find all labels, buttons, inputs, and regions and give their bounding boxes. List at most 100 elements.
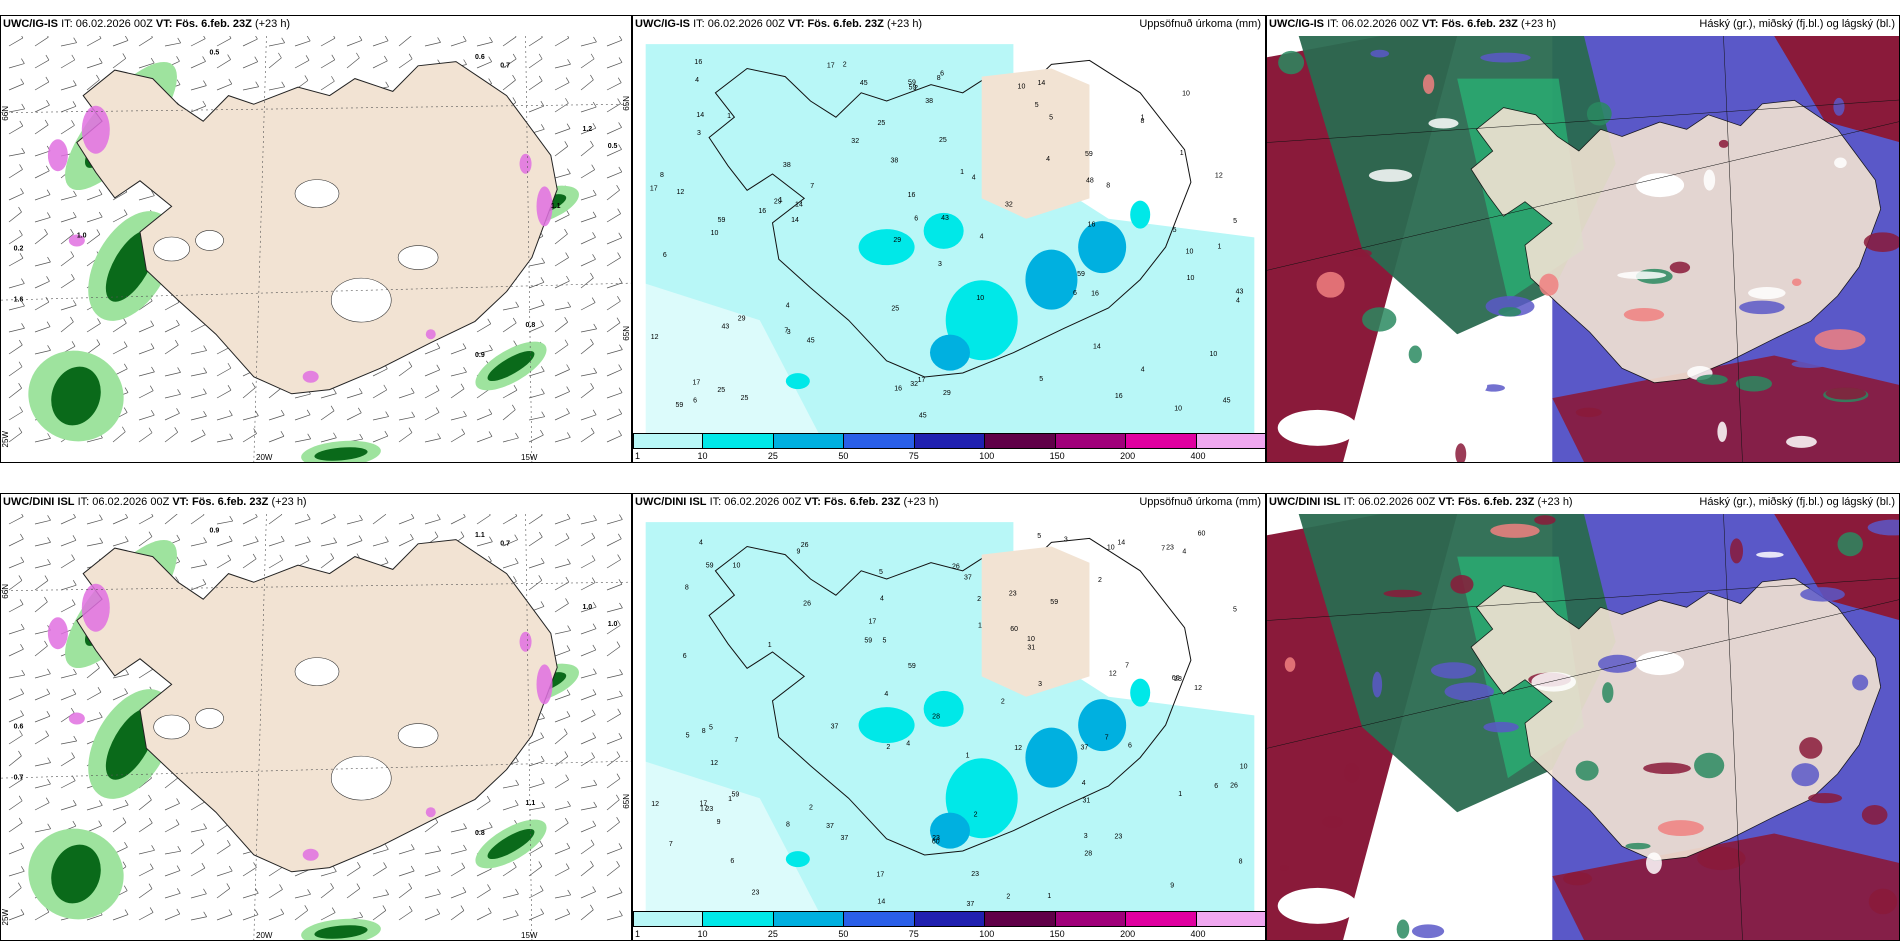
precip-value: 6 <box>683 653 687 660</box>
precip-value: 5 <box>1039 376 1043 383</box>
cloud-patch <box>1343 762 1360 783</box>
snow-accum <box>302 370 319 383</box>
cloud-patch <box>1483 721 1519 733</box>
glacier <box>330 277 392 323</box>
lat-label: 66N <box>1 106 10 121</box>
cloud-patch <box>1422 74 1435 94</box>
panel-clouds-dini: UWC/DINI ISL IT: 06.02.2026 00Z VT: Fös.… <box>1266 493 1900 941</box>
cloud-patch <box>1791 763 1820 787</box>
cloud-patch <box>1718 139 1729 148</box>
precip-value: 9 <box>1170 883 1174 890</box>
precip-value: 1 <box>1178 791 1182 798</box>
precip-value: 28 <box>932 714 940 721</box>
cloud-patch <box>1852 674 1869 691</box>
cloud-patch <box>1563 871 1593 886</box>
colorbar-tick-label: 1 <box>635 451 641 461</box>
mid-cloud-band <box>1552 355 1899 462</box>
cloud-patch <box>1791 278 1802 286</box>
snow-band-core <box>487 828 535 860</box>
snow-accum <box>519 153 532 174</box>
cloud-patch <box>1602 682 1614 703</box>
colorbar-tick-label: 50 <box>838 451 849 461</box>
precip-value: 59 <box>909 85 917 92</box>
cloud-patch <box>1669 261 1691 274</box>
precip-value: 16 <box>694 59 702 66</box>
precip-value: 25 <box>878 120 886 127</box>
colorbar-tick-label: 25 <box>767 451 778 461</box>
colorbar-tick-label: 25 <box>767 929 778 939</box>
colorbar-tick-label: 75 <box>908 451 919 461</box>
colorbar-segment <box>914 911 986 927</box>
cloud-patch <box>1868 888 1898 915</box>
clear-sky <box>1427 849 1488 878</box>
precip-value: 2 <box>974 811 978 818</box>
precip-value: 32 <box>1005 201 1013 208</box>
colorbar-segment <box>844 433 915 449</box>
precip-value: 45 <box>860 80 868 87</box>
precip-value: 6 <box>663 252 667 259</box>
precip-value: 2 <box>914 85 918 92</box>
lon-label: 20W <box>256 931 273 940</box>
precip-value: 60 <box>932 839 940 846</box>
colorbar-segment <box>985 911 1056 927</box>
cloud-patch <box>1444 682 1494 701</box>
precip-blob <box>923 212 964 249</box>
panel-title: Uppsöfnuð úrkoma (mm) <box>1139 496 1261 508</box>
colorbar-segment <box>1055 433 1127 449</box>
precip-value: 7 <box>1105 734 1109 741</box>
precip-value: 4 <box>906 740 910 747</box>
precip-value: 4 <box>980 233 984 240</box>
precip-value: 7 <box>734 737 738 744</box>
precip-value: 37 <box>831 723 839 730</box>
precip-value: 28 <box>1174 676 1182 683</box>
precip-value: 3 <box>1064 536 1068 543</box>
precip-value: 1 <box>1047 893 1051 900</box>
colorbar-segment <box>703 433 774 449</box>
snow-accum <box>536 664 553 705</box>
lat-label: 66N <box>1 584 10 599</box>
precip-value: 16 <box>1088 222 1096 229</box>
colorbar-segment <box>1126 433 1197 449</box>
clear-sky <box>1636 651 1685 676</box>
snow-value-label: 1.1 <box>551 203 561 210</box>
precip-value: 12 <box>710 760 718 767</box>
precip-value: 6 <box>693 397 697 404</box>
precip-value: 43 <box>1236 289 1244 296</box>
colorbar-tick-label: 50 <box>838 929 849 939</box>
snow-accum <box>68 712 85 725</box>
precip-blob <box>1078 699 1127 752</box>
cloud-patch <box>1485 296 1535 317</box>
precip-map: 3737937236210592812125171751759237372342… <box>633 514 1265 920</box>
precip-value: 59 <box>732 792 740 799</box>
glacier <box>294 657 340 686</box>
glacier <box>397 723 439 748</box>
snow-accum <box>302 848 319 861</box>
precip-value: 14 <box>1093 344 1101 351</box>
precip-value: 5 <box>1049 114 1053 121</box>
precip-value: 1 <box>1218 243 1222 250</box>
precip-value: 16 <box>908 192 916 199</box>
precip-value: 5 <box>709 724 713 731</box>
cloud-patch <box>1625 842 1651 850</box>
cloud-patch <box>1696 374 1728 385</box>
precip-blob <box>785 373 810 390</box>
panel-header: UWC/DINI ISL IT: 06.02.2026 00Z VT: Fös.… <box>3 496 307 508</box>
lat-label: 65N <box>622 794 631 809</box>
cloud-patch <box>1411 924 1445 939</box>
precip-value: 6 <box>1214 783 1218 790</box>
precip-value: 17 <box>827 62 835 69</box>
cloud-patch <box>1786 435 1817 448</box>
precip-value: 7 <box>784 328 788 335</box>
precip-value: 12 <box>1014 745 1022 752</box>
cloud-patch <box>1833 97 1845 116</box>
panel-wind-ig: UWC/IG-IS IT: 06.02.2026 00Z VT: Fös. 6.… <box>0 15 632 463</box>
panel-title: Uppsöfnuð úrkoma (mm) <box>1139 18 1261 30</box>
colorbar-segment <box>1196 433 1265 449</box>
precip-blob <box>858 229 915 266</box>
precip-value: 5 <box>686 733 690 740</box>
precip-blob <box>1025 727 1078 788</box>
lon-label: 20W <box>256 453 273 462</box>
precip-value: 2 <box>843 62 847 69</box>
precip-value: 10 <box>1187 275 1195 282</box>
precip-value: 10 <box>1186 249 1194 256</box>
